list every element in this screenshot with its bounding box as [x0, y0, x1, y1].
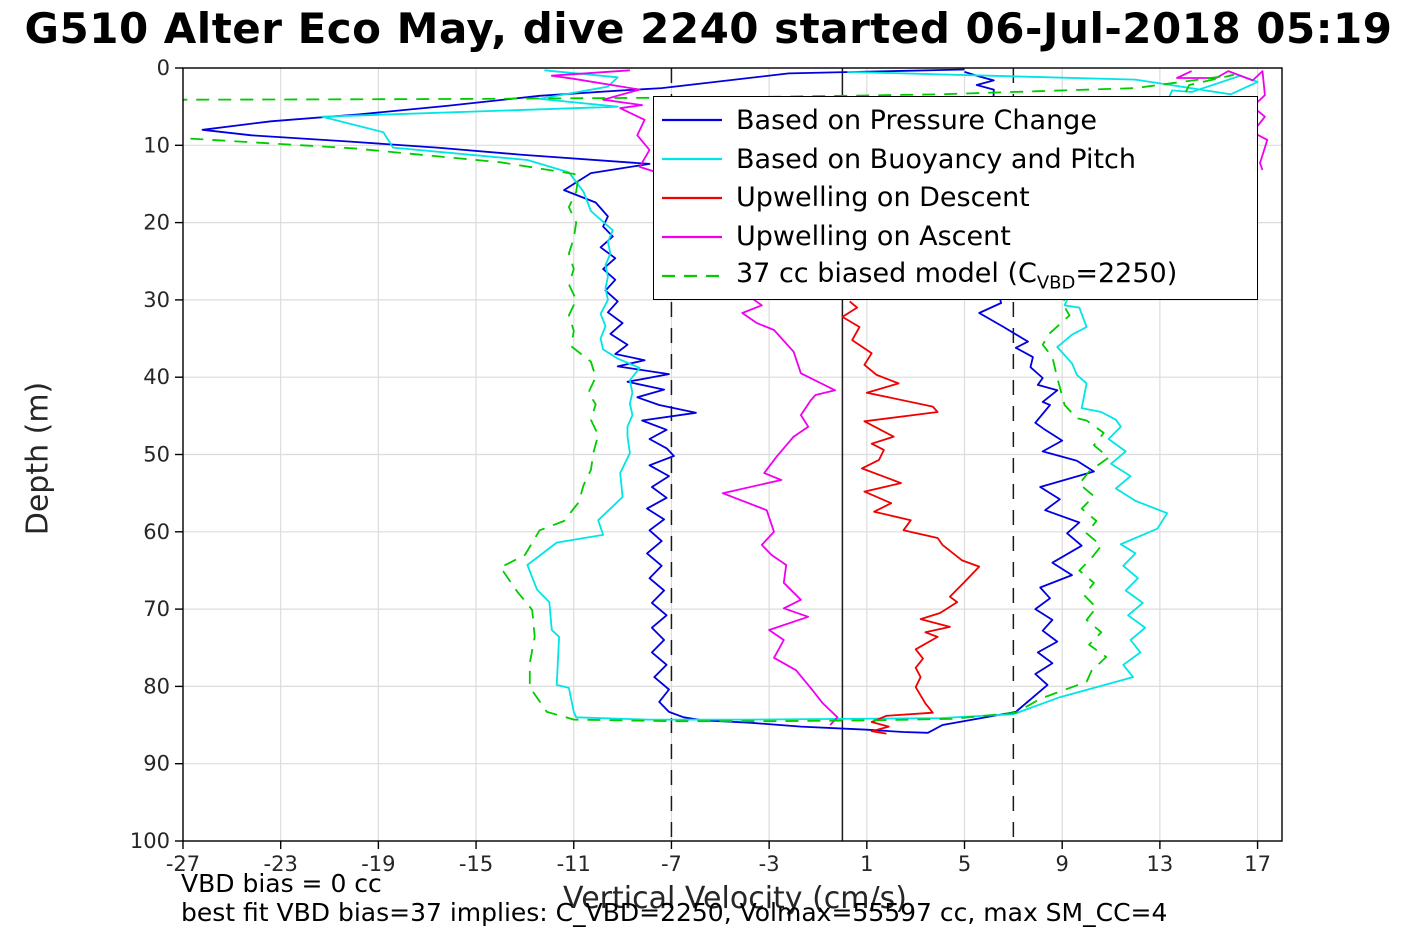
figure-title: G510 Alter Eco May, dive 2240 started 06…: [24, 4, 1393, 53]
legend-label: 37 cc biased model (CVBD=2250): [736, 257, 1178, 294]
y-tick-label: 40: [143, 365, 170, 389]
vbd-bias-annotation: VBD bias = 0 cc: [181, 869, 382, 898]
y-tick-label: 100: [130, 829, 170, 853]
best-fit-annotation: best fit VBD bias=37 implies: C_VBD=2250…: [181, 898, 1168, 927]
x-tick-label: 1: [860, 852, 873, 876]
x-tick-label: 9: [1056, 852, 1069, 876]
legend-entry: Upwelling on Ascent: [660, 218, 1257, 256]
x-tick-label: 13: [1147, 852, 1174, 876]
legend-line-sample: [662, 158, 722, 161]
legend-box: Based on Pressure Change Based on Buoyanc…: [653, 96, 1258, 300]
x-tick-label: -11: [557, 852, 591, 876]
y-tick-label: 70: [143, 597, 170, 621]
legend-entry: 37 cc biased model (CVBD=2250): [660, 257, 1257, 295]
x-tick-label: -27: [166, 852, 200, 876]
y-tick-label: 90: [143, 752, 170, 776]
y-tick-label: 80: [143, 674, 170, 698]
series-line-based-on-pressure-change: [201, 68, 1095, 734]
legend-entry: Based on Pressure Change: [660, 101, 1257, 139]
x-tick-label: -19: [361, 852, 395, 876]
x-tick-label: 17: [1244, 852, 1271, 876]
legend-line-sample: [662, 235, 722, 238]
y-tick-label: 30: [143, 288, 170, 312]
y-tick-label: 60: [143, 520, 170, 544]
legend-label: Based on Buoyancy and Pitch: [736, 143, 1136, 175]
x-tick-label: -23: [264, 852, 298, 876]
legend-line-sample: [662, 196, 722, 200]
series-line-37-cc-biased-model-c-vbd-2250-: [183, 74, 1235, 723]
series-line-based-on-buoyancy-and-pitch: [321, 69, 1259, 721]
legend-line-sample: [662, 274, 722, 277]
legend-label: Upwelling on Descent: [736, 182, 1030, 214]
y-tick-label: 50: [143, 443, 170, 467]
legend-entry: Upwelling on Descent: [660, 179, 1257, 217]
x-tick-label: -3: [759, 852, 780, 876]
x-tick-label: 5: [958, 852, 971, 876]
series-line-upwelling-on-ascent: [550, 69, 839, 726]
legend-label: Based on Pressure Change: [736, 104, 1097, 136]
legend-label: Upwelling on Ascent: [736, 221, 1011, 253]
y-tick-label: 10: [143, 133, 170, 157]
series-line-upwelling-on-descent: [841, 300, 981, 735]
x-tick-label: -7: [661, 852, 682, 876]
y-tick-label: 20: [143, 211, 170, 235]
legend-line-sample: [662, 119, 722, 122]
y-tick-label: 0: [157, 56, 170, 80]
legend-entry: Based on Buoyancy and Pitch: [660, 140, 1257, 178]
x-axis-label: Vertical Velocity (cm/s): [563, 881, 907, 916]
y-axis-label: Depth (m): [20, 381, 56, 536]
x-tick-label: -15: [459, 852, 493, 876]
